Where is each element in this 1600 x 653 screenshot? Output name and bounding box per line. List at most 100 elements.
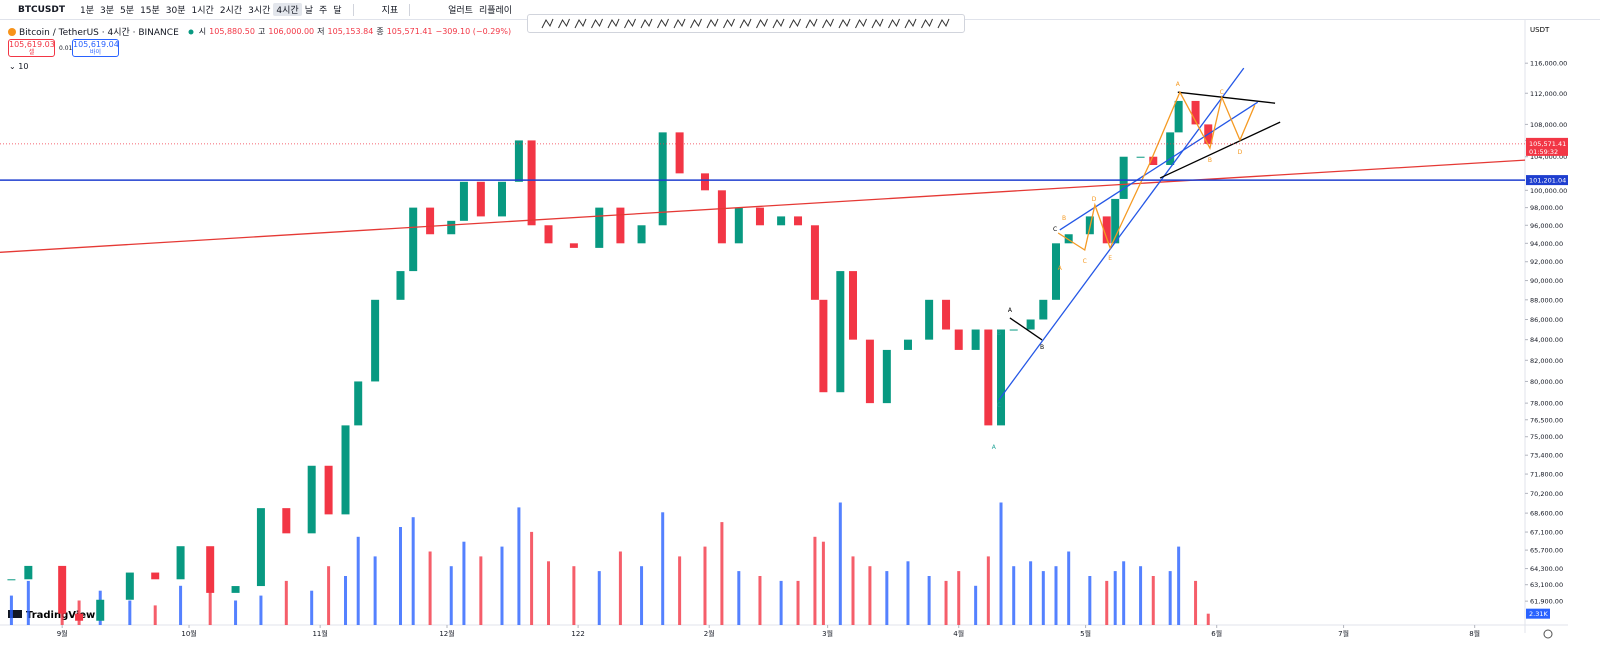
volume-bar	[428, 551, 432, 625]
volume-tag-label: 2.31K	[1529, 610, 1548, 618]
coin-icon	[8, 27, 16, 36]
drawing-tool[interactable]	[657, 18, 669, 29]
logo: TradingView	[8, 610, 95, 621]
y-tick-label: 108,000.00	[1530, 121, 1567, 129]
drawing-tool[interactable]	[640, 18, 653, 29]
candle	[125, 572, 134, 600]
volume-bar	[398, 527, 402, 625]
candle	[24, 565, 33, 580]
candle	[1174, 100, 1183, 133]
drawing-tool[interactable]	[706, 18, 719, 29]
replay-button[interactable]: 리플레이	[478, 6, 513, 16]
y-tick-label: 73,400.00	[1530, 452, 1563, 460]
candle	[675, 132, 684, 174]
drawing-tool[interactable]	[673, 18, 686, 29]
interval-button[interactable]: 주	[319, 6, 328, 16]
candle	[1166, 132, 1175, 166]
interval-button[interactable]: 4시간	[273, 3, 302, 16]
indicator-toggle[interactable]: ⌄ 10	[9, 62, 29, 71]
drawing-tool[interactable]	[541, 18, 554, 29]
volume-bar	[60, 605, 64, 625]
y-tick-label: 61,900.00	[1530, 598, 1563, 606]
close-value: 105,571.41	[386, 27, 433, 36]
drawing-tool[interactable]	[574, 18, 587, 29]
buy-button[interactable]: 105,619.04 바이	[72, 39, 119, 57]
drawing-tool[interactable]	[871, 18, 884, 29]
volume-bar	[986, 556, 990, 625]
drawing-tool[interactable]	[772, 18, 785, 29]
trend-line	[998, 67, 1245, 401]
drawing-tool[interactable]	[921, 18, 933, 29]
interval-button[interactable]: 날	[304, 6, 313, 16]
interval-button[interactable]: 달	[333, 6, 342, 16]
y-tick-label: 112,000.00	[1530, 90, 1567, 98]
drawing-tool[interactable]	[937, 18, 950, 29]
candle	[354, 381, 363, 426]
candle	[96, 599, 105, 621]
alert-button[interactable]: 얼러트	[448, 6, 473, 16]
drawing-tool[interactable]	[591, 18, 603, 29]
drawing-toolbar	[527, 14, 965, 33]
candle	[1149, 156, 1158, 166]
interval-button[interactable]: 1분	[80, 6, 95, 16]
drawing-tool[interactable]	[624, 18, 636, 29]
candle	[514, 140, 523, 182]
volume-bar	[703, 546, 707, 625]
candle	[1111, 198, 1120, 244]
candle	[476, 181, 485, 217]
drawing-tool[interactable]	[789, 18, 801, 29]
settings-icon[interactable]	[1543, 629, 1553, 639]
interval-button[interactable]: 5분	[120, 6, 135, 16]
candle	[7, 579, 16, 581]
candle	[527, 140, 536, 226]
candle	[700, 173, 709, 191]
drawing-tool[interactable]	[888, 18, 900, 29]
drawing-tool[interactable]	[558, 18, 570, 29]
drawing-tool[interactable]	[822, 18, 834, 29]
candle	[282, 508, 291, 534]
interval-button[interactable]: 30분	[165, 6, 186, 16]
y-tick-label: 96,000.00	[1530, 222, 1563, 230]
wave-label: A	[992, 444, 997, 451]
drawing-tool[interactable]	[756, 18, 768, 29]
interval-button[interactable]: 3시간	[248, 6, 271, 16]
x-tick-label: 11월	[312, 629, 327, 638]
interval-button[interactable]: 2시간	[219, 6, 243, 16]
volume-bar	[868, 566, 872, 625]
candle	[903, 339, 912, 350]
candle	[810, 225, 819, 300]
y-tick-label: 70,200.00	[1530, 490, 1563, 498]
buy-price: 105,619.04	[73, 40, 119, 49]
drawing-tool[interactable]	[805, 18, 818, 29]
y-tick-label: 76,500.00	[1530, 416, 1563, 424]
candle	[925, 299, 934, 340]
volume-bar	[234, 600, 238, 625]
volume-bar	[737, 571, 741, 625]
price-axis-bg	[1525, 20, 1568, 633]
x-tick-label: 4월	[953, 629, 964, 638]
drawing-tool[interactable]	[838, 18, 851, 29]
candle	[1039, 299, 1048, 320]
drawing-tool[interactable]	[904, 18, 917, 29]
interval-button[interactable]: 3분	[100, 6, 115, 16]
candle	[616, 207, 625, 244]
volume-bar	[838, 502, 842, 625]
drawing-tool[interactable]	[723, 18, 735, 29]
status-dot	[188, 29, 194, 34]
drawing-tool[interactable]	[739, 18, 752, 29]
intervals: 1분 3분 5분 15분 30분 1시간 2시간 3시간 4시간 날 주 달	[77, 3, 345, 16]
symbol[interactable]: BTCUSDT	[18, 4, 66, 15]
drawing-tool[interactable]	[855, 18, 867, 29]
sell-button[interactable]: 105,619.03 셀	[8, 39, 55, 57]
x-tick-label: 6월	[1211, 629, 1222, 638]
volume-bar	[500, 546, 504, 625]
drawing-tool[interactable]	[607, 18, 620, 29]
open-value: 105,880.50	[209, 27, 255, 36]
interval-button[interactable]: 1시간	[191, 6, 214, 16]
drawing-tool[interactable]	[690, 18, 702, 29]
indicators-button[interactable]: 지표	[381, 6, 399, 16]
volume-bar	[1029, 561, 1033, 625]
interval-button[interactable]: 15분	[140, 6, 160, 16]
y-tick-label: 64,300.00	[1530, 565, 1563, 573]
volume-bar	[572, 566, 576, 625]
